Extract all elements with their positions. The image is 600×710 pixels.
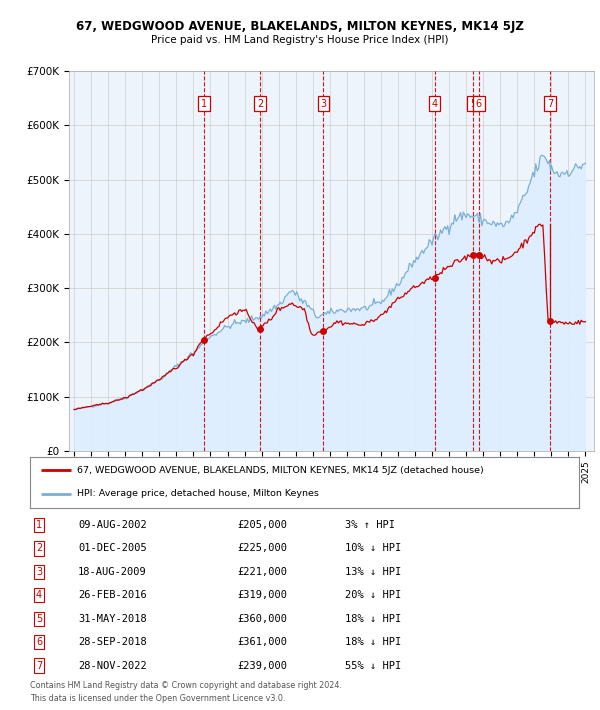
Text: 4: 4 — [36, 590, 42, 601]
Text: 13% ↓ HPI: 13% ↓ HPI — [345, 567, 401, 577]
Text: 28-SEP-2018: 28-SEP-2018 — [78, 637, 147, 648]
Text: 4: 4 — [431, 99, 438, 109]
Text: 67, WEDGWOOD AVENUE, BLAKELANDS, MILTON KEYNES, MK14 5JZ (detached house): 67, WEDGWOOD AVENUE, BLAKELANDS, MILTON … — [77, 466, 484, 475]
Text: 01-DEC-2005: 01-DEC-2005 — [78, 543, 147, 554]
Text: £225,000: £225,000 — [237, 543, 287, 554]
Text: £361,000: £361,000 — [237, 637, 287, 648]
Text: Price paid vs. HM Land Registry's House Price Index (HPI): Price paid vs. HM Land Registry's House … — [151, 35, 449, 45]
Text: This data is licensed under the Open Government Licence v3.0.: This data is licensed under the Open Gov… — [30, 694, 286, 703]
Text: 10% ↓ HPI: 10% ↓ HPI — [345, 543, 401, 554]
Text: 28-NOV-2022: 28-NOV-2022 — [78, 660, 147, 671]
Text: 18% ↓ HPI: 18% ↓ HPI — [345, 637, 401, 648]
Text: 09-AUG-2002: 09-AUG-2002 — [78, 520, 147, 530]
Text: 31-MAY-2018: 31-MAY-2018 — [78, 613, 147, 624]
Text: £205,000: £205,000 — [237, 520, 287, 530]
Text: £360,000: £360,000 — [237, 613, 287, 624]
Text: 1: 1 — [36, 520, 42, 530]
Text: 7: 7 — [547, 99, 553, 109]
Text: 1: 1 — [201, 99, 207, 109]
Text: 3: 3 — [36, 567, 42, 577]
Text: 3% ↑ HPI: 3% ↑ HPI — [345, 520, 395, 530]
Text: 3: 3 — [320, 99, 326, 109]
Text: 26-FEB-2016: 26-FEB-2016 — [78, 590, 147, 601]
Text: 7: 7 — [36, 660, 42, 671]
Text: 5: 5 — [36, 613, 42, 624]
Text: 18% ↓ HPI: 18% ↓ HPI — [345, 613, 401, 624]
Text: 6: 6 — [36, 637, 42, 648]
Text: 55% ↓ HPI: 55% ↓ HPI — [345, 660, 401, 671]
Text: £319,000: £319,000 — [237, 590, 287, 601]
Text: Contains HM Land Registry data © Crown copyright and database right 2024.: Contains HM Land Registry data © Crown c… — [30, 681, 342, 690]
Text: HPI: Average price, detached house, Milton Keynes: HPI: Average price, detached house, Milt… — [77, 489, 319, 498]
Text: 5: 5 — [470, 99, 476, 109]
Text: £221,000: £221,000 — [237, 567, 287, 577]
Text: 6: 6 — [476, 99, 482, 109]
Text: 2: 2 — [257, 99, 263, 109]
Text: 18-AUG-2009: 18-AUG-2009 — [78, 567, 147, 577]
Text: £239,000: £239,000 — [237, 660, 287, 671]
Text: 20% ↓ HPI: 20% ↓ HPI — [345, 590, 401, 601]
Text: 2: 2 — [36, 543, 42, 554]
Text: 67, WEDGWOOD AVENUE, BLAKELANDS, MILTON KEYNES, MK14 5JZ: 67, WEDGWOOD AVENUE, BLAKELANDS, MILTON … — [76, 21, 524, 33]
